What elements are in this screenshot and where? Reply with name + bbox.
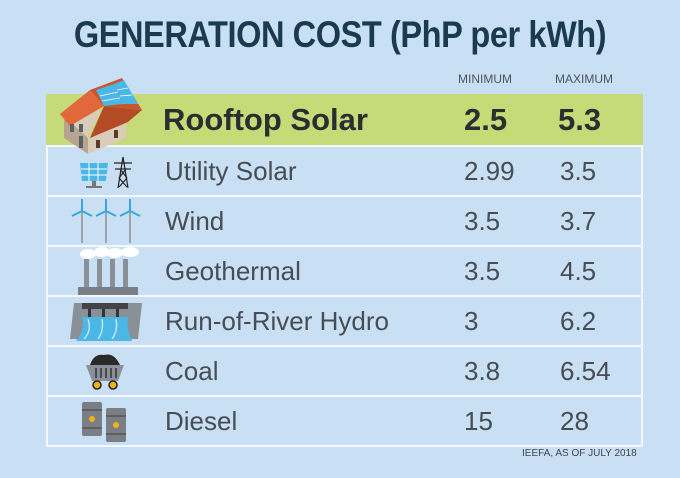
source-note: IEEFA, AS OF JULY 2018 — [522, 448, 637, 459]
row-max-value: 6.2 — [560, 305, 597, 336]
row-min-value: 2.99 — [464, 155, 515, 186]
row-name: Rooftop Solar — [163, 101, 368, 137]
row-min-value: 3.5 — [464, 255, 501, 286]
table-row-run-of-river-hydro: Run-of-River Hydro 3 6.2 — [46, 297, 643, 347]
row-name: Wind — [165, 205, 225, 236]
column-header-minimum: MINIMUM — [458, 72, 512, 86]
row-min-value: 3.5 — [464, 205, 501, 236]
row-min-value: 2.5 — [464, 101, 508, 137]
row-min-value: 15 — [464, 405, 493, 436]
row-name: Utility Solar — [165, 155, 297, 186]
table-row-geothermal: Geothermal 3.5 4.5 — [46, 247, 643, 297]
wind-turbines-icon — [70, 197, 146, 245]
row-max-value: 3.7 — [560, 205, 597, 236]
row-name: Run-of-River Hydro — [165, 305, 389, 336]
cost-table: Rooftop Solar 2.5 5.3 Utility Solar 2.99… — [46, 78, 643, 447]
hydro-dam-icon — [68, 297, 144, 345]
row-name: Diesel — [165, 405, 238, 436]
solar-panel-tower-icon — [78, 147, 138, 195]
page-title: GENERATION COST (PhP per kWh) — [73, 14, 607, 55]
row-min-value: 3.8 — [464, 355, 501, 386]
table-row-rooftop-solar: Rooftop Solar 2.5 5.3 — [46, 78, 643, 154]
row-max-value: 6.54 — [560, 355, 611, 386]
column-header-maximum: MAXIMUM — [555, 72, 613, 86]
row-name: Geothermal — [165, 255, 301, 286]
row-max-value: 5.3 — [558, 101, 602, 137]
row-name: Coal — [165, 355, 219, 386]
table-row-coal: Coal 3.8 6.54 — [46, 347, 643, 397]
row-max-value: 4.5 — [560, 255, 597, 286]
coal-cart-icon — [84, 347, 126, 395]
row-min-value: 3 — [464, 305, 479, 336]
table-row-wind: Wind 3.5 3.7 — [46, 197, 643, 247]
table-row-diesel: Diesel 15 28 — [46, 397, 643, 447]
oil-barrels-icon — [80, 397, 132, 445]
geothermal-plant-icon — [78, 247, 144, 295]
house-solar-icon — [58, 76, 144, 156]
row-max-value: 28 — [560, 405, 589, 436]
row-max-value: 3.5 — [560, 155, 597, 186]
table-row-utility-solar: Utility Solar 2.99 3.5 — [46, 147, 643, 197]
